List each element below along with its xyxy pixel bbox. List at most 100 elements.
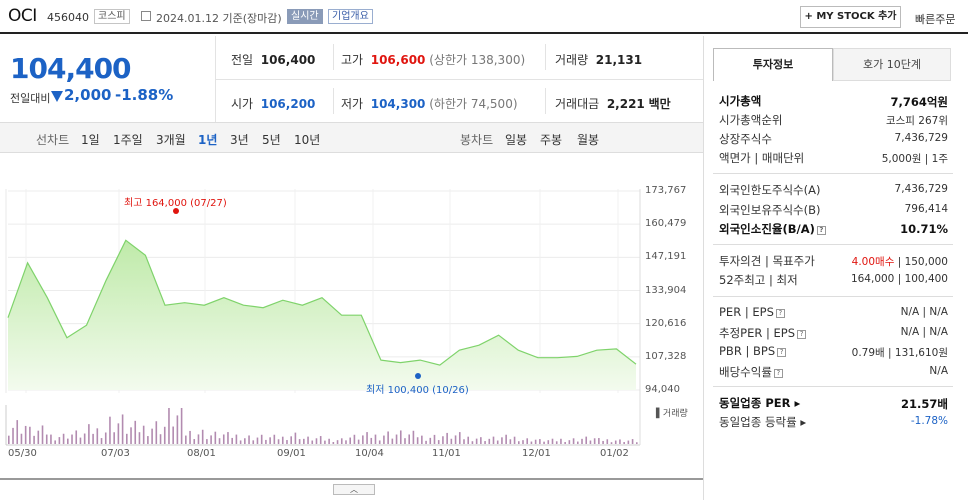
volume-bar	[260, 434, 263, 444]
volume-bar	[155, 421, 158, 444]
volume-bar	[530, 441, 533, 444]
info-panel	[703, 36, 968, 500]
volume-bar	[391, 438, 394, 444]
candle-month[interactable]: 월봉	[577, 133, 600, 147]
volume-bar	[450, 438, 453, 444]
volume-bar	[560, 438, 562, 444]
volume-bar	[16, 420, 19, 444]
y-tick-label: 160,479	[645, 218, 687, 230]
volume-bar	[517, 441, 520, 444]
volume-bar	[147, 436, 149, 444]
period-10y[interactable]: 10년	[294, 133, 321, 147]
volume-bar	[218, 438, 221, 444]
quote-open: 시가 106,200	[231, 97, 316, 111]
period-1y[interactable]: 1년	[198, 133, 218, 147]
corp-info-dropdown[interactable]: 기업개요	[328, 9, 373, 24]
volume-bar	[458, 432, 461, 444]
info-value: N/A	[929, 364, 948, 377]
stock-name: OCI	[8, 6, 37, 26]
volume-bar	[100, 438, 103, 444]
info-label: PBR | BPS?	[719, 344, 787, 358]
x-tick-label: 08/01	[187, 448, 216, 459]
period-3y[interactable]: 3년	[230, 133, 249, 147]
volume-bar	[235, 434, 238, 444]
volume-bar	[281, 436, 284, 444]
volume-bar	[12, 427, 14, 444]
volume-bar	[534, 439, 537, 444]
tab-orderbook[interactable]: 호가 10단계	[833, 48, 951, 81]
volume-bar	[24, 425, 27, 444]
volume-bar	[547, 440, 550, 444]
tab-invest-info[interactable]: 투자정보	[713, 48, 833, 81]
volume-bar	[412, 430, 415, 444]
info-value: 164,000 | 100,400	[850, 273, 948, 285]
chart-expand-handle[interactable]: ︿	[333, 484, 375, 495]
volume-bar	[58, 437, 61, 444]
info-label: 상장주식수	[719, 132, 772, 146]
quick-order-button[interactable]: 빠른주문	[915, 13, 956, 26]
price-chart[interactable]	[0, 153, 703, 500]
volume-bar	[33, 435, 35, 444]
divider	[215, 79, 703, 80]
volume-bar	[425, 440, 427, 444]
volume-bar	[8, 435, 10, 444]
volume-bar	[185, 435, 187, 444]
volume-bar	[399, 430, 402, 444]
volume-bar	[231, 437, 233, 444]
period-1w[interactable]: 1주일	[113, 133, 143, 147]
volume-bar	[345, 440, 347, 444]
volume-bar	[332, 442, 335, 444]
volume-bar	[463, 439, 465, 444]
volume-bar	[593, 438, 596, 444]
volume-bar	[429, 437, 432, 444]
y-tick-label: 173,767	[645, 185, 687, 196]
line-chart-label: 선차트	[36, 133, 70, 147]
divider	[545, 44, 546, 70]
period-3m[interactable]: 3개월	[156, 133, 186, 147]
info-label: 추정PER | EPS?	[719, 325, 807, 341]
info-label: 동일업종 등락률 ▸	[719, 415, 807, 429]
volume-bar	[286, 440, 288, 444]
volume-bar	[484, 441, 486, 444]
realtime-button[interactable]: 실시간	[287, 9, 323, 24]
volume-bar	[366, 432, 368, 444]
volume-bar	[555, 441, 558, 444]
volume-bar	[176, 415, 179, 444]
volume-bar	[159, 434, 162, 444]
volume-bar	[172, 426, 174, 444]
volume-bar	[189, 430, 191, 444]
add-mystock-button[interactable]: + MY STOCK 추가	[800, 6, 901, 28]
min-annotation: 최저 100,400 (10/26)	[366, 385, 469, 396]
help-icon: ?	[816, 226, 826, 235]
volume-bar	[357, 439, 360, 444]
volume-bar	[496, 440, 499, 444]
volume-bar	[387, 431, 389, 444]
info-label: 시가총액	[719, 94, 762, 108]
help-icon: ?	[775, 309, 785, 318]
info-value: 7,764억원	[890, 95, 948, 109]
volume-bar	[467, 436, 470, 444]
candle-day[interactable]: 일봉	[505, 133, 528, 147]
info-value: 코스피 267위	[885, 115, 948, 127]
volume-bar	[138, 432, 141, 444]
volume-bar	[598, 438, 600, 444]
volume-bar	[336, 440, 339, 444]
divider	[713, 386, 953, 387]
period-1d[interactable]: 1일	[81, 133, 100, 147]
volume-bar	[610, 442, 613, 444]
volume-bar	[631, 439, 634, 444]
quote-amount: 거래대금 2,221 백만	[555, 97, 671, 111]
volume-bar	[513, 436, 516, 444]
volume-bar	[303, 438, 305, 444]
volume-bar	[113, 432, 115, 444]
down-arrow-icon	[51, 91, 63, 102]
volume-bar	[370, 437, 373, 444]
price-line	[7, 239, 637, 366]
candle-week[interactable]: 주봉	[540, 133, 563, 147]
volume-bar	[104, 432, 107, 444]
volume-bar	[168, 408, 170, 444]
period-5y[interactable]: 5년	[262, 133, 281, 147]
volume-bar	[581, 438, 583, 444]
y-tick-label: 94,040	[645, 384, 680, 395]
x-tick-label: 01/02	[600, 448, 629, 459]
